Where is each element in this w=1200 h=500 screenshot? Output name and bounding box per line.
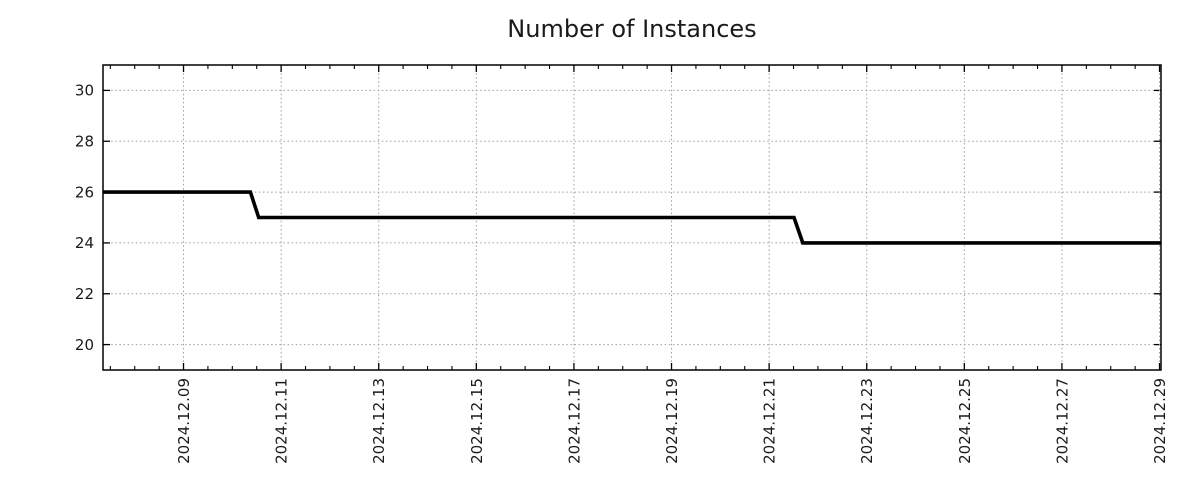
y-tick-label: 26 [75, 183, 94, 201]
y-tick-label: 24 [75, 234, 94, 252]
x-tick-label: 2024.12.27 [1053, 378, 1071, 464]
x-tick-label: 2024.12.23 [858, 378, 876, 464]
y-tick-label: 30 [75, 82, 94, 100]
y-tick-label: 28 [75, 133, 94, 151]
x-tick-label: 2024.12.19 [663, 378, 681, 464]
y-tick-label: 20 [75, 336, 94, 354]
x-tick-label: 2024.12.15 [468, 378, 486, 464]
x-tick-label: 2024.12.29 [1151, 378, 1169, 464]
x-tick-label: 2024.12.17 [565, 378, 583, 464]
x-tick-label: 2024.12.25 [956, 378, 974, 464]
plot-border [102, 64, 1162, 371]
x-tick-label: 2024.12.13 [370, 378, 388, 464]
series-line [103, 190, 1161, 245]
x-tick-label: 2024.12.09 [175, 378, 193, 464]
chart-title: Number of Instances [507, 15, 757, 43]
y-tick-label: 22 [75, 285, 94, 303]
x-tick-label: 2024.12.11 [273, 378, 291, 464]
x-tick-label: 2024.12.21 [761, 378, 779, 464]
